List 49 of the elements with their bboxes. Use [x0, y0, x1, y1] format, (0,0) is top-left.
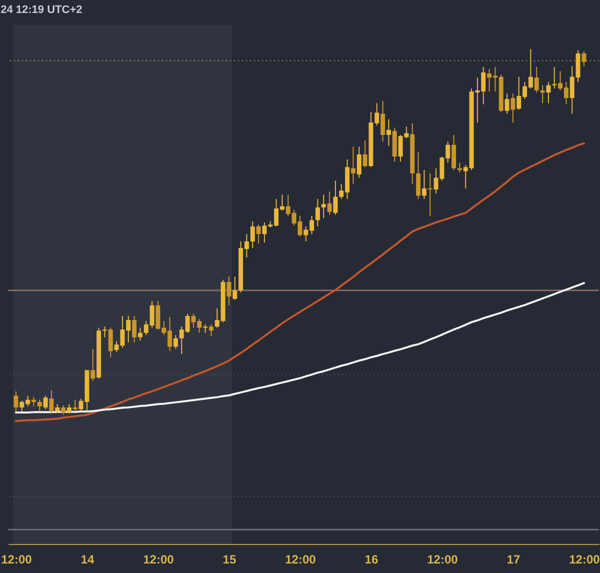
candlestick — [321, 194, 326, 218]
x-tick-label: 12:00 — [427, 552, 458, 566]
x-tick-label: 15 — [222, 552, 236, 566]
candlestick — [327, 191, 332, 216]
candlestick — [422, 170, 426, 200]
candlestick — [582, 50, 586, 67]
text: 24 12:19 UTC+2 — [0, 4, 82, 16]
x-tick-label: 14 — [80, 552, 94, 566]
candlestick — [386, 118, 391, 146]
candlestick — [333, 180, 338, 216]
candlestick — [232, 276, 238, 300]
candlestick — [49, 390, 54, 414]
candlestick — [428, 172, 432, 216]
candlestick — [31, 396, 36, 407]
candlestick — [108, 327, 113, 358]
candlestick — [138, 327, 142, 342]
candlestick — [226, 276, 232, 306]
candlestick — [72, 399, 78, 412]
candlestick — [43, 395, 48, 410]
candlestick — [350, 146, 356, 184]
candlestick — [315, 198, 320, 227]
candlestick — [552, 66, 557, 90]
candlestick — [510, 93, 516, 124]
x-tick-label: 12:00 — [285, 552, 316, 566]
candlestick — [416, 152, 421, 200]
x-tick-label: 17 — [506, 552, 520, 566]
x-tick-label: 12:00 — [1, 552, 32, 566]
candlestick — [37, 399, 42, 412]
candlestick — [14, 390, 18, 412]
candlestick — [452, 134, 456, 171]
candlestick — [540, 84, 545, 104]
candlestick — [362, 140, 368, 168]
candlestick — [90, 348, 96, 382]
x-tick-label: 16 — [364, 552, 378, 566]
candlestick — [546, 81, 551, 104]
candlestick — [256, 224, 261, 244]
candlestick — [504, 93, 510, 114]
candlestick — [380, 100, 386, 142]
candlestick — [208, 324, 214, 337]
x-tick-label: 12:00 — [569, 552, 600, 566]
x-tick-label: 12:00 — [143, 552, 174, 566]
candlestick — [173, 334, 178, 350]
candlestick — [534, 66, 539, 94]
candlestick — [356, 146, 362, 178]
candlestick — [250, 220, 255, 248]
candlestick — [61, 404, 66, 416]
candlestick — [132, 316, 137, 343]
candlestick — [102, 326, 107, 338]
candlestick — [66, 404, 72, 414]
